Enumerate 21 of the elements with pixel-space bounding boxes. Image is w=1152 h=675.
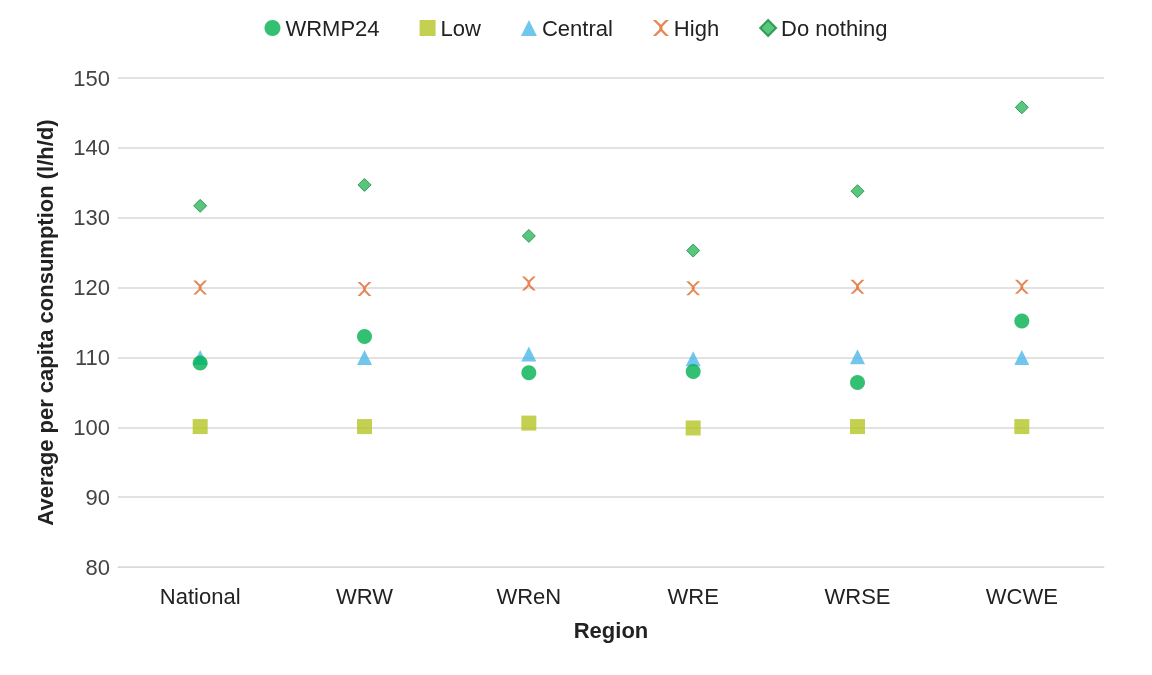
y-tick-label: 90	[85, 484, 110, 510]
legend-label: High	[673, 15, 720, 41]
y-tick-label: 80	[85, 554, 110, 580]
y-tick-label: 130	[73, 205, 110, 231]
x-axis-title: Region	[573, 617, 649, 643]
x-tick-label: WCWE	[985, 583, 1058, 609]
legend-label: WRMP24	[285, 15, 380, 41]
legend-label: Central	[541, 15, 613, 41]
legend-label: Low	[440, 15, 482, 41]
y-tick-label: 140	[73, 135, 110, 161]
y-tick-label: 110	[74, 344, 110, 370]
x-tick-label: WRW	[335, 583, 394, 609]
y-tick-label: 150	[73, 65, 110, 91]
y-tick-label: 100	[73, 414, 110, 440]
y-tick-label: 120	[73, 275, 110, 301]
x-tick-label: WReN	[496, 583, 562, 609]
x-tick-label: WRE	[667, 583, 719, 609]
y-axis-title: Average per capita consumption (l/h/d)	[32, 119, 58, 526]
legend-label: Do nothing	[781, 15, 888, 41]
x-tick-label: WRSE	[824, 583, 891, 609]
x-tick-label: National	[159, 583, 241, 609]
